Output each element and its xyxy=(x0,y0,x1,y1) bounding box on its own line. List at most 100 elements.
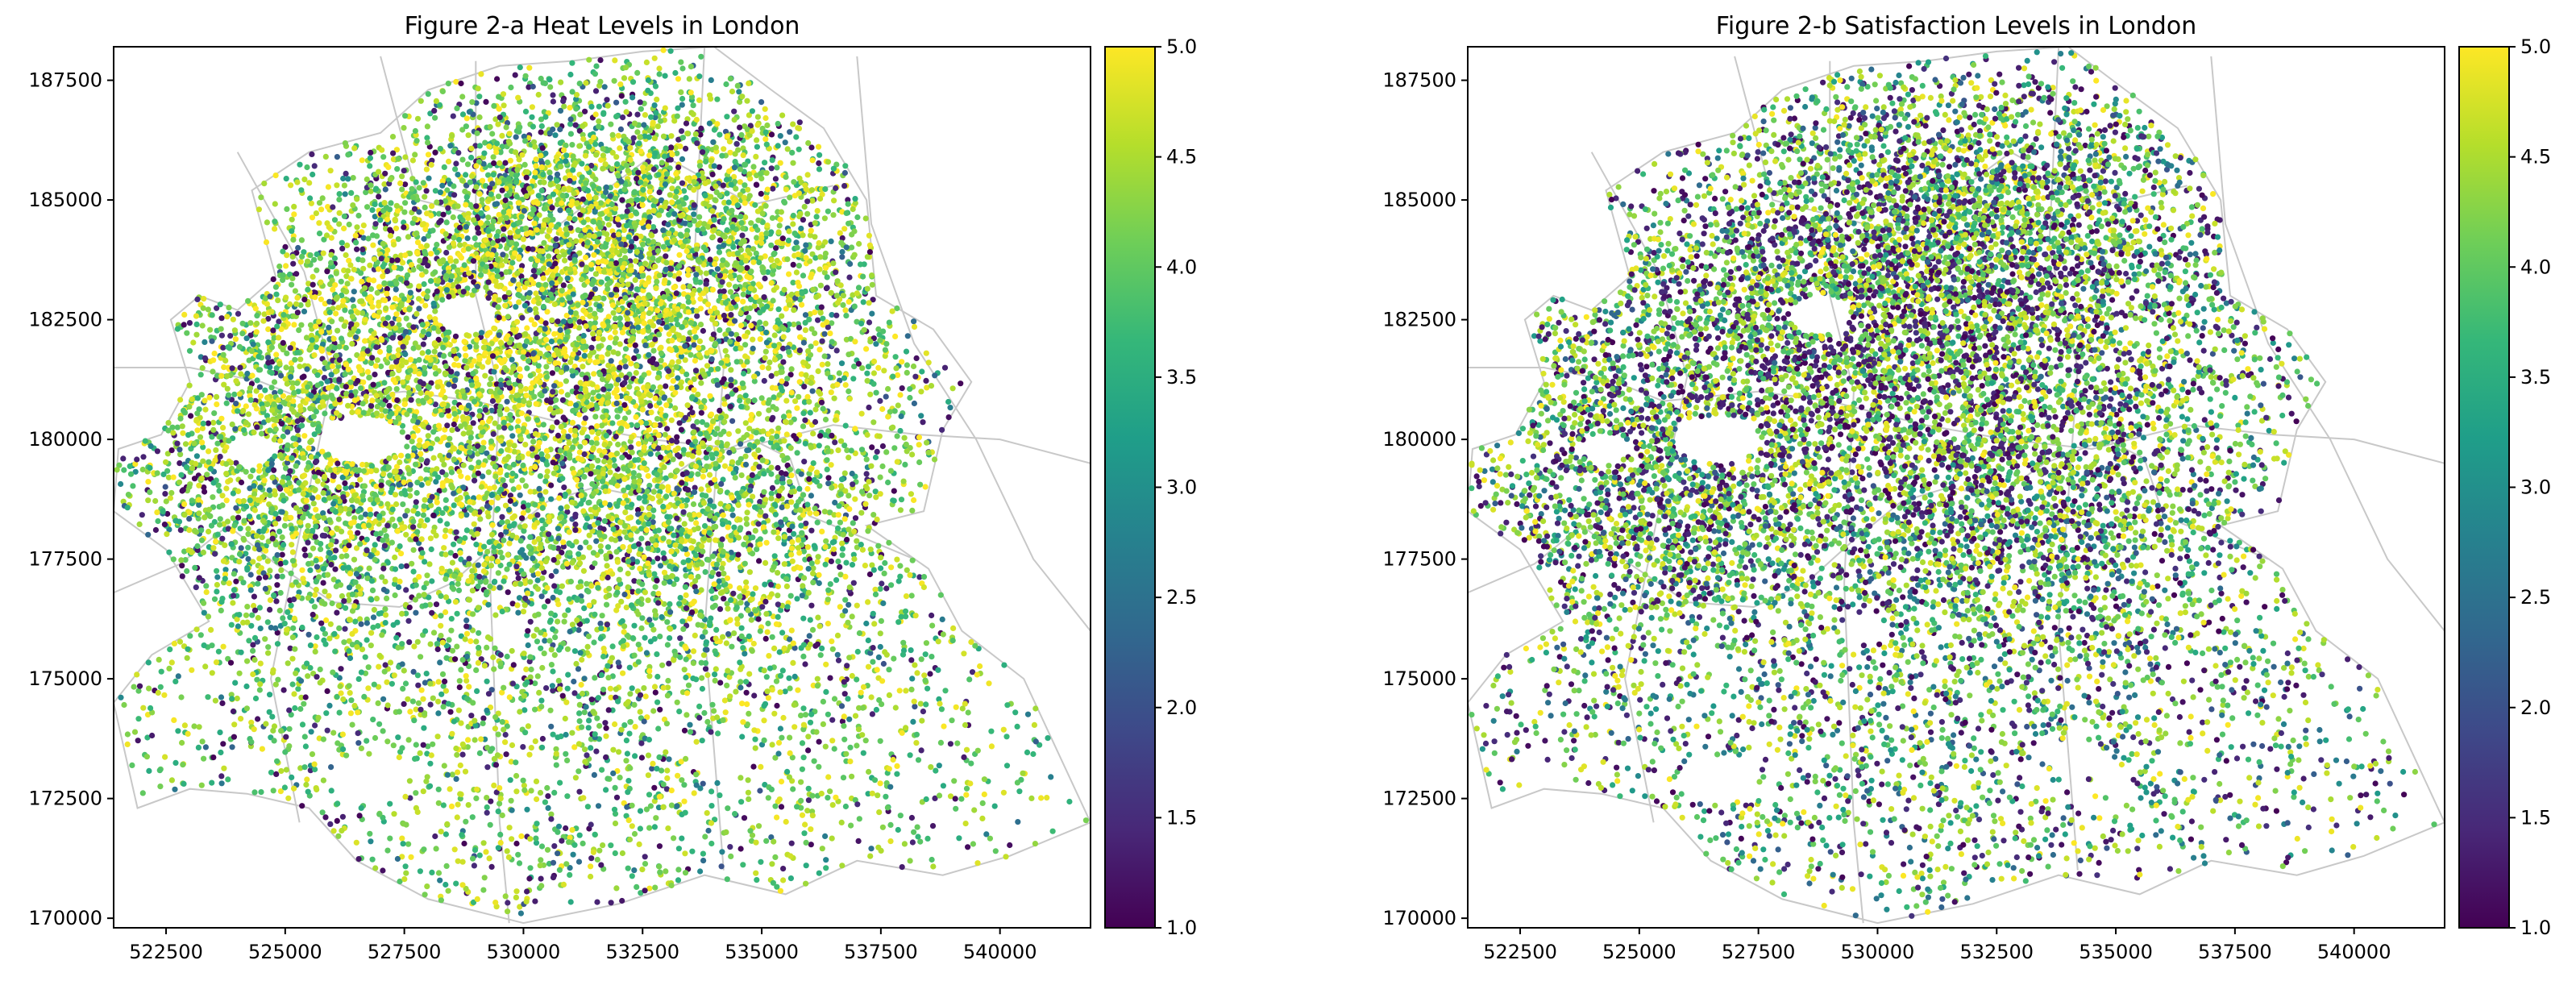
data-point xyxy=(548,610,555,617)
data-point xyxy=(152,526,159,534)
data-point xyxy=(681,727,688,734)
data-point xyxy=(497,532,505,538)
data-point xyxy=(963,746,970,753)
data-point xyxy=(506,825,513,831)
data-point xyxy=(936,696,942,703)
data-point xyxy=(214,581,220,588)
data-point xyxy=(410,547,417,553)
data-point xyxy=(401,700,407,708)
data-point xyxy=(305,673,311,680)
data-point xyxy=(774,164,780,171)
data-point xyxy=(436,488,442,494)
data-point xyxy=(245,411,252,418)
data-point xyxy=(623,758,629,764)
data-point xyxy=(846,274,853,281)
data-point xyxy=(413,609,419,616)
data-point xyxy=(522,442,529,448)
data-point xyxy=(866,768,872,775)
data-point xyxy=(179,563,185,569)
data-point xyxy=(184,655,190,661)
data-point xyxy=(392,492,399,498)
data-point xyxy=(473,795,480,802)
data-point xyxy=(983,831,990,838)
data-point xyxy=(821,353,828,360)
data-point xyxy=(682,870,689,876)
data-point xyxy=(346,221,352,228)
data-point xyxy=(478,71,484,77)
data-point xyxy=(858,410,865,417)
data-point xyxy=(768,495,775,502)
data-point xyxy=(775,739,783,746)
data-point xyxy=(641,718,647,725)
data-point xyxy=(365,664,372,671)
data-point xyxy=(635,324,642,330)
data-point xyxy=(472,846,479,854)
data-point xyxy=(322,410,328,417)
data-point xyxy=(778,804,785,810)
data-point xyxy=(273,598,280,605)
data-point xyxy=(911,323,918,330)
data-point xyxy=(149,732,156,739)
data-point xyxy=(881,570,887,577)
data-point xyxy=(885,479,891,486)
data-point xyxy=(306,180,313,186)
data-point xyxy=(462,345,468,352)
panel-heat-title: Figure 2-a Heat Levels in London xyxy=(405,12,800,40)
data-point xyxy=(505,519,511,526)
data-point xyxy=(838,819,845,825)
data-point xyxy=(858,689,864,696)
data-point xyxy=(497,831,504,838)
data-point xyxy=(649,766,655,772)
data-point xyxy=(746,710,752,717)
data-point xyxy=(777,133,783,139)
data-point xyxy=(921,672,928,679)
data-point xyxy=(628,490,634,497)
data-point xyxy=(348,189,355,196)
data-point xyxy=(1012,709,1019,716)
data-point xyxy=(825,208,831,214)
data-point xyxy=(258,194,264,201)
data-point xyxy=(727,149,733,156)
data-point xyxy=(379,632,385,638)
data-point xyxy=(309,214,316,221)
data-point xyxy=(698,409,704,416)
data-point xyxy=(592,71,599,77)
data-point xyxy=(808,527,815,534)
data-point xyxy=(298,322,305,328)
data-point xyxy=(522,730,529,736)
data-point xyxy=(769,484,776,492)
data-point xyxy=(608,900,614,906)
data-point xyxy=(413,790,419,796)
data-point xyxy=(338,666,344,672)
data-point xyxy=(646,275,652,281)
data-point xyxy=(683,145,689,152)
data-point xyxy=(563,175,569,181)
data-point xyxy=(846,220,852,227)
data-point xyxy=(879,443,886,450)
data-point xyxy=(544,233,551,239)
data-point xyxy=(168,447,175,454)
data-point xyxy=(261,181,268,187)
data-point xyxy=(842,596,849,603)
data-point xyxy=(516,299,522,306)
data-point xyxy=(257,626,264,632)
data-point xyxy=(697,612,704,618)
data-point xyxy=(713,144,720,151)
data-point xyxy=(653,534,659,540)
data-point xyxy=(765,269,771,276)
data-point xyxy=(746,80,752,86)
data-point xyxy=(1015,819,1021,825)
data-point xyxy=(334,609,340,616)
data-point xyxy=(205,613,212,620)
data-point xyxy=(699,675,705,681)
data-point xyxy=(1014,779,1020,786)
data-point xyxy=(922,484,929,490)
data-point xyxy=(762,348,769,355)
data-point xyxy=(834,651,841,658)
data-point xyxy=(201,642,207,649)
data-point xyxy=(545,793,551,800)
data-point xyxy=(295,244,301,251)
data-point xyxy=(172,518,179,524)
data-point xyxy=(460,430,467,437)
data-point xyxy=(323,710,330,717)
